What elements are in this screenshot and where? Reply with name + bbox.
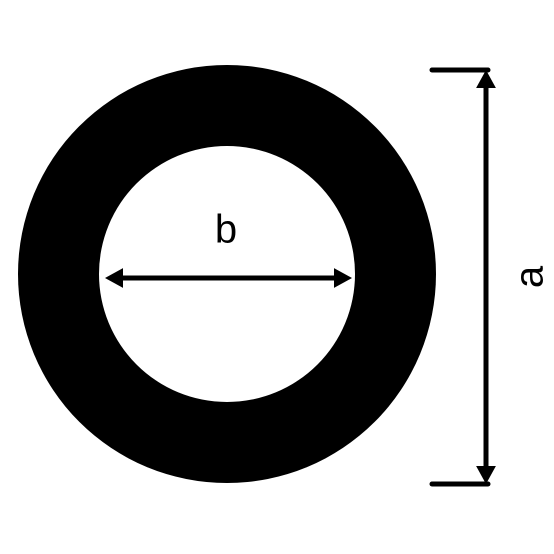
dimension-label-a: a [508, 266, 553, 288]
diagram-stage: b a [0, 0, 554, 554]
dimension-overlay [0, 0, 554, 554]
dimension-label-b: b [215, 208, 237, 253]
